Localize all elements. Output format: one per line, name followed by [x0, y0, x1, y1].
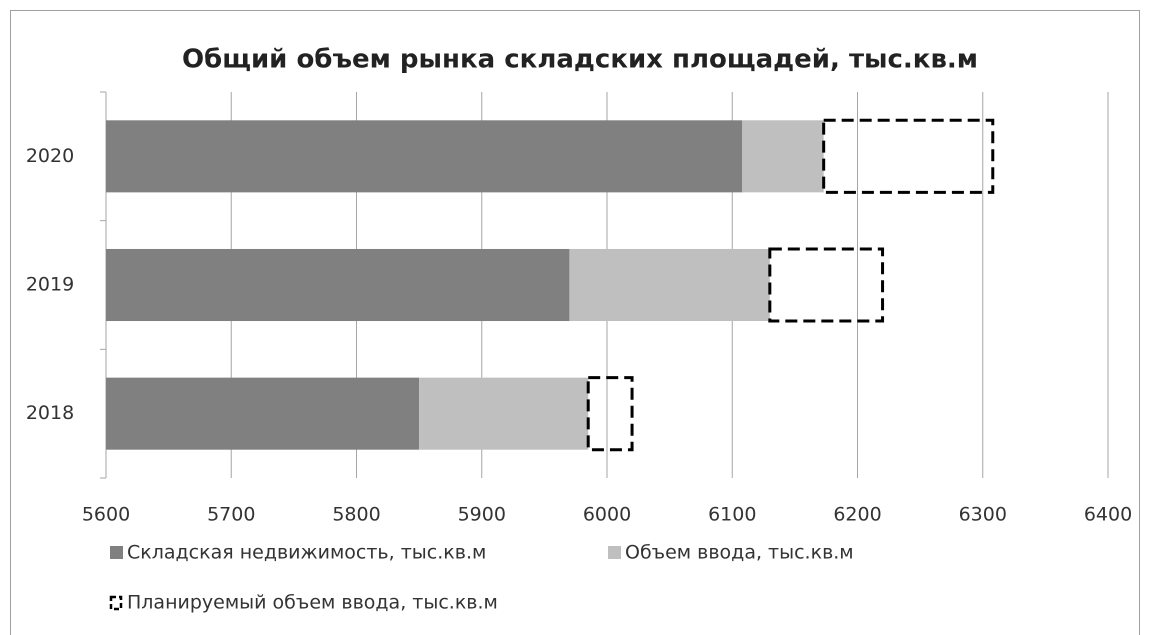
- x-tick-label: 6200: [833, 504, 881, 526]
- bar-segment: [742, 120, 824, 193]
- chart-border: [10, 10, 1140, 635]
- x-tick-label: 6000: [583, 504, 631, 526]
- x-tick-label: 6100: [708, 504, 756, 526]
- bar-segment: [106, 377, 420, 450]
- legend-label: Объем ввода, тыс.кв.м: [625, 542, 854, 564]
- x-tick-label: 6300: [959, 504, 1007, 526]
- x-tick-label: 6400: [1084, 504, 1132, 526]
- x-tick-label: 5600: [82, 504, 130, 526]
- x-tick-label: 5900: [458, 504, 506, 526]
- x-tick-label: 5700: [207, 504, 255, 526]
- y-tick-label: 2019: [26, 274, 74, 296]
- bar-segment: [586, 376, 634, 452]
- legend-label: Складская недвижимость, тыс.кв.м: [127, 542, 486, 564]
- chart-title: Общий объем рынка складских площадей, ты…: [182, 45, 978, 75]
- y-tick-label: 2020: [26, 145, 74, 167]
- y-tick-label: 2018: [26, 402, 74, 424]
- bar-segment: [822, 118, 995, 194]
- bar-segment: [569, 248, 770, 322]
- bar-segment: [768, 247, 885, 323]
- legend-marker: [110, 546, 123, 559]
- legend-marker: [608, 546, 621, 559]
- bar-segment: [106, 248, 570, 322]
- legend-marker: [109, 595, 123, 611]
- legend-label: Планируемый объем ввода, тыс.кв.м: [127, 592, 498, 614]
- bar-segment: [106, 120, 743, 193]
- bar-segment: [419, 377, 589, 450]
- x-tick-label: 5800: [332, 504, 380, 526]
